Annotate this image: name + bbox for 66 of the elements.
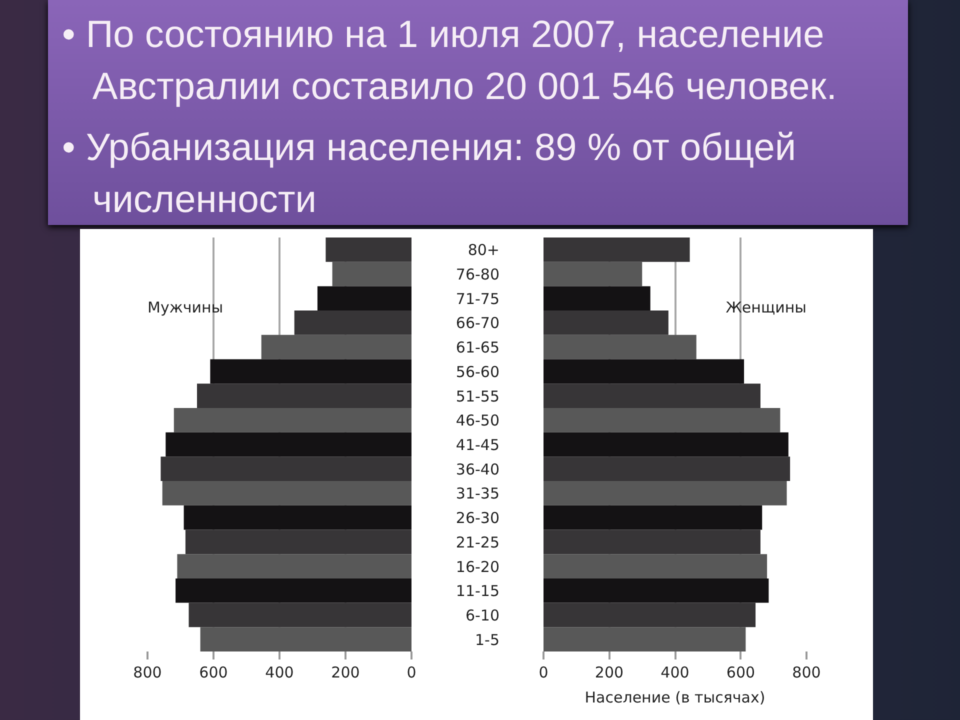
x-tick-label: 800 <box>133 664 162 682</box>
bar <box>261 334 412 360</box>
y-tick-label: 71-75 <box>456 290 500 308</box>
y-tick-label: 11-15 <box>456 582 500 600</box>
bar <box>174 408 412 432</box>
bar <box>160 456 412 482</box>
x-tick-label: 400 <box>265 664 294 682</box>
x-tick-label: 600 <box>726 664 756 682</box>
y-tick-label: 66-70 <box>456 314 500 332</box>
chart-title: • По состоянию на 1 июля 2007, население Австралии составило 20 001 546 человек. <box>62 13 838 110</box>
bar <box>544 238 690 262</box>
bar <box>544 432 788 457</box>
bar <box>317 286 412 311</box>
x-axis-title: Население (в тысячах) <box>584 688 766 706</box>
bar <box>166 432 412 457</box>
bar <box>162 481 412 506</box>
y-tick-label: 31-35 <box>456 484 500 503</box>
bar <box>544 310 668 335</box>
bar <box>544 627 746 652</box>
x-tick-label: 600 <box>199 664 228 682</box>
y-tick-label: 46-50 <box>456 412 500 430</box>
y-tick-label: 16-20 <box>456 558 500 576</box>
y-tick-label: 76-80 <box>456 266 500 284</box>
x-tick-label: 200 <box>331 664 360 682</box>
bar <box>177 554 412 578</box>
y-tick-label: 6-10 <box>465 606 500 624</box>
y-tick-label: 36-40 <box>456 460 500 478</box>
x-tick-label: 0 <box>406 664 416 682</box>
y-tick-label: 61-65 <box>456 338 500 357</box>
bar <box>544 286 650 311</box>
bar <box>197 384 412 408</box>
y-tick-label: 41-45 <box>456 436 500 454</box>
bar <box>544 505 762 530</box>
bar <box>544 481 787 506</box>
bar <box>210 359 412 384</box>
text: Женщины <box>726 298 807 317</box>
bar <box>544 554 768 578</box>
y-tick-label: 26-30 <box>456 509 500 528</box>
bar <box>544 334 696 360</box>
x-tick-label: 0 <box>538 664 548 682</box>
bar <box>544 384 760 408</box>
bar <box>544 408 780 432</box>
bar <box>184 505 412 530</box>
bar <box>176 578 412 603</box>
x-tick-label: 800 <box>792 664 821 682</box>
bar <box>544 262 642 286</box>
bar <box>544 530 760 554</box>
bar <box>544 359 744 384</box>
bar <box>332 262 412 286</box>
x-tick-label: 200 <box>594 664 624 682</box>
bar <box>326 238 412 262</box>
bar <box>544 456 790 482</box>
bar <box>544 578 769 603</box>
bar <box>294 310 412 335</box>
x-tick-label: 400 <box>660 664 690 682</box>
chart-subtitle: • Урбанизация населения: 89 % от общей численности <box>62 126 798 223</box>
bar <box>185 530 412 554</box>
y-tick-label: 56-60 <box>456 362 500 381</box>
y-tick-label: 80+ <box>468 241 500 260</box>
y-tick-label: 1-5 <box>475 630 500 649</box>
bar <box>200 627 412 652</box>
y-tick-label: 51-55 <box>456 387 500 406</box>
bar <box>544 602 756 628</box>
bar <box>188 602 412 628</box>
y-tick-label: 21-25 <box>456 533 500 552</box>
text: Мужчины <box>148 298 224 317</box>
